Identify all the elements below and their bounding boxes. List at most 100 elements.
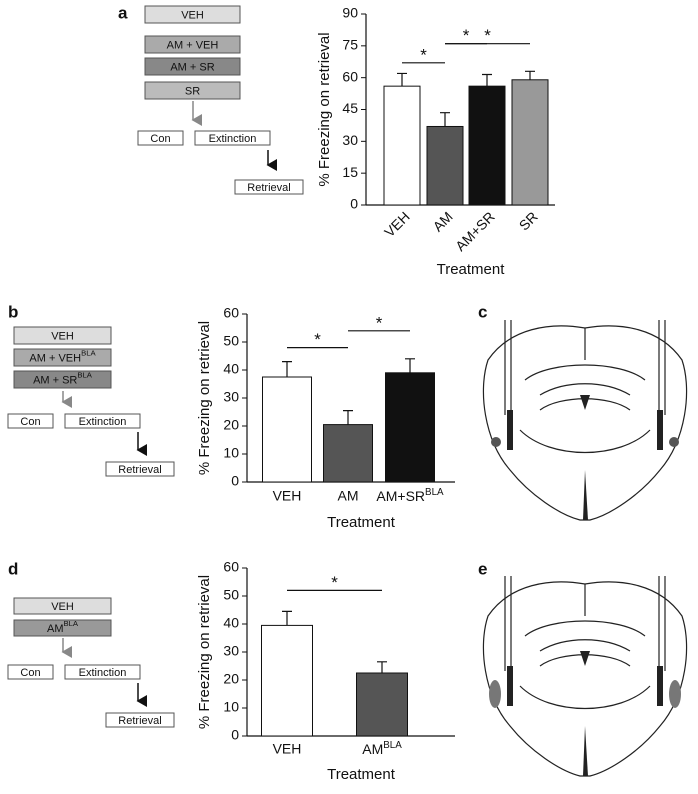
treatment-box: [144, 57, 241, 76]
error-bar: [377, 661, 387, 673]
step-label: Retrieval: [247, 182, 290, 194]
x-tick-label: AMBLA: [362, 740, 402, 757]
y-tick-label: 10: [223, 699, 239, 715]
x-tick-label: AM+SRBLA: [376, 487, 444, 504]
step-label: Con: [150, 133, 170, 145]
treatment-label-sup: BLA: [77, 371, 92, 380]
y-tick-label: 90: [342, 5, 358, 21]
treatment-box: [144, 81, 241, 100]
y-tick-label: 30: [223, 389, 239, 405]
bar: [261, 624, 313, 737]
x-tick-label: AM: [430, 208, 456, 234]
y-axis-label: % Freezing on retrieval: [196, 575, 213, 729]
x-tick-label: VEH: [273, 488, 302, 504]
y-tick-label: 15: [342, 164, 358, 180]
treatment-label-main: AM + VEH: [29, 352, 81, 364]
x-axis-label: Treatment: [327, 766, 396, 783]
y-tick-label: 60: [223, 305, 239, 321]
error-bar: [525, 70, 535, 80]
error-bar: [282, 610, 292, 626]
x-tick-label: VEH: [381, 208, 413, 240]
treatment-label: AM + SR: [170, 61, 214, 73]
treatment-label-sup: BLA: [81, 349, 96, 358]
treatment-label: AM + VEHBLA: [29, 349, 96, 365]
y-tick-label: 20: [223, 671, 239, 687]
y-tick-label: 45: [342, 100, 358, 116]
step-box: [194, 130, 271, 146]
step-box: [7, 664, 54, 680]
step-box: [7, 413, 54, 429]
treatment-box: [13, 348, 112, 367]
treatment-label-main: AM: [47, 623, 64, 635]
y-tick-label: 60: [342, 68, 358, 84]
step-label: Con: [20, 667, 40, 679]
step-box: [64, 413, 141, 429]
step-box: [105, 712, 175, 728]
significance-star: *: [331, 573, 338, 592]
y-tick-label: 60: [223, 559, 239, 575]
treatment-box: [13, 597, 112, 615]
bar: [262, 376, 312, 483]
y-tick-label: 0: [231, 727, 239, 743]
step-box: [137, 130, 184, 146]
x-tick-label: SR: [516, 208, 541, 233]
y-axis-label: % Freezing on retrieval: [316, 32, 333, 186]
x-tick-label-sup: BLA: [383, 740, 402, 751]
bar: [385, 372, 435, 483]
x-tick-label: AM+SR: [452, 208, 498, 254]
treatment-box: [144, 5, 241, 24]
x-tick-label-main: AM+SR: [376, 488, 425, 504]
treatment-box: [13, 370, 112, 389]
panel-label: a: [118, 3, 128, 22]
treatment-label: VEH: [181, 9, 204, 21]
significance-star: *: [420, 45, 427, 64]
y-tick-label: 30: [223, 643, 239, 659]
bar: [323, 424, 373, 483]
y-tick-label: 30: [342, 132, 358, 148]
brain-section-e: [482, 576, 688, 777]
step-label: Retrieval: [118, 464, 161, 476]
y-tick-label: 20: [223, 417, 239, 433]
treatment-label-main: AM + SR: [33, 374, 77, 386]
treatment-label: VEH: [51, 601, 74, 613]
panel-label: d: [8, 559, 18, 578]
y-tick-label: 0: [231, 473, 239, 489]
x-tick-label-sup: BLA: [425, 487, 444, 498]
step-label: Retrieval: [118, 715, 161, 727]
treatment-label: AM + SRBLA: [33, 371, 93, 387]
error-bar: [482, 73, 492, 87]
y-tick-label: 50: [223, 587, 239, 603]
treatment-label-sup: BLA: [63, 619, 78, 628]
y-tick-label: 0: [350, 196, 358, 212]
y-tick-label: 10: [223, 445, 239, 461]
error-bar: [343, 410, 353, 425]
step-label: Extinction: [79, 416, 127, 428]
significance-star: *: [484, 26, 491, 45]
panel-label: c: [478, 302, 487, 321]
step-box: [64, 664, 141, 680]
bar: [356, 672, 408, 737]
error-bar: [440, 112, 450, 127]
y-axis-label: % Freezing on retrieval: [196, 321, 213, 475]
significance-star: *: [376, 313, 383, 332]
x-tick-label-main: AM: [362, 741, 383, 757]
panel-label: b: [8, 302, 18, 321]
bar: [468, 85, 506, 206]
error-bar: [397, 72, 407, 87]
y-tick-label: 40: [223, 361, 239, 377]
treatment-box: [13, 326, 112, 345]
treatment-label: AM + VEH: [167, 39, 219, 51]
step-label: Extinction: [209, 133, 257, 145]
y-tick-label: 50: [223, 333, 239, 349]
x-tick-label: AM: [338, 488, 359, 504]
panel-label: e: [478, 559, 487, 578]
step-label: Con: [20, 416, 40, 428]
treatment-box: [13, 619, 112, 637]
significance-star: *: [314, 330, 321, 349]
step-label: Extinction: [79, 667, 127, 679]
bar: [426, 125, 464, 206]
error-bar: [282, 361, 292, 377]
y-tick-label: 75: [342, 37, 358, 53]
treatment-label: SR: [185, 85, 200, 97]
